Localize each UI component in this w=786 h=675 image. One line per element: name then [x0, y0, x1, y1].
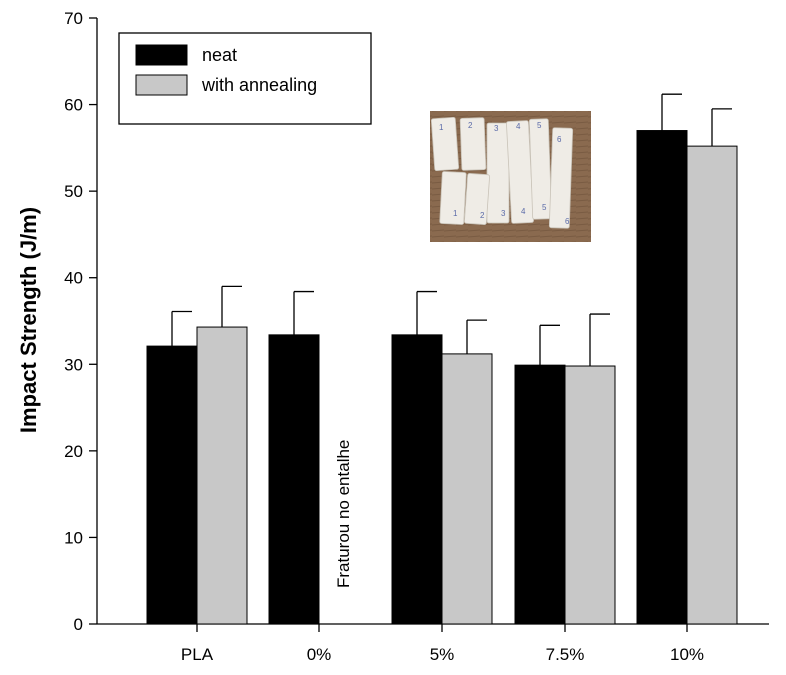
x-tick-label: 10% — [670, 645, 704, 664]
specimen-bar — [528, 118, 553, 220]
bar-neat-2 — [391, 334, 443, 625]
bar-neat-0 — [146, 345, 198, 625]
y-tick-label: 40 — [64, 269, 83, 288]
bar-neat-1 — [268, 334, 320, 625]
legend-label-annealing: with annealing — [201, 75, 317, 95]
specimen-label: 5 — [542, 203, 547, 212]
bar-neat-4 — [636, 130, 688, 625]
error-bars — [171, 93, 732, 367]
bar-annealing-2 — [441, 353, 493, 625]
specimen-bar — [464, 173, 490, 225]
inset-specimen-photo: 1 2 3 4 5 6 1 2 3 4 5 6 — [430, 111, 591, 242]
specimen-label: 4 — [521, 207, 526, 216]
fracture-annotation: Fraturou no entalhe — [334, 440, 353, 588]
specimen-label: 4 — [516, 122, 521, 131]
y-tick-label: 50 — [64, 182, 83, 201]
specimen-bar — [430, 116, 460, 172]
legend-label-neat: neat — [202, 45, 237, 65]
x-tick-label: 5% — [430, 645, 455, 664]
tick-labels: 0 10 20 30 40 50 60 70 PLA 0% 5% 7.5% 10% — [64, 9, 704, 664]
specimen-label: 3 — [501, 209, 506, 218]
specimens: 1 2 3 4 5 6 1 2 3 4 5 6 — [430, 116, 574, 229]
specimen-bar — [486, 122, 510, 224]
y-tick-label: 0 — [74, 615, 83, 634]
x-tick-label: 7.5% — [546, 645, 585, 664]
specimen-label: 1 — [453, 209, 458, 218]
y-tick-label: 20 — [64, 442, 83, 461]
bar-annealing-4 — [686, 145, 738, 625]
specimen-label: 1 — [439, 123, 444, 132]
specimen-label: 6 — [557, 135, 562, 144]
bars — [146, 130, 738, 625]
specimen-label: 2 — [480, 211, 485, 220]
specimen-label: 5 — [537, 121, 542, 130]
y-tick-label: 10 — [64, 528, 83, 547]
legend-swatch-annealing — [135, 74, 188, 96]
specimen-bar — [439, 171, 467, 225]
specimen-label: 2 — [468, 121, 473, 130]
y-tick-label: 70 — [64, 9, 83, 28]
specimen-bar — [459, 117, 487, 171]
specimen-label: 6 — [565, 217, 570, 226]
x-tick-label: 0% — [307, 645, 332, 664]
y-tick-label: 30 — [64, 355, 83, 374]
specimen-bar — [548, 127, 574, 229]
legend: neat with annealing — [118, 32, 372, 125]
specimen-label: 3 — [494, 124, 499, 133]
bar-annealing-0 — [196, 326, 248, 625]
y-tick-label: 60 — [64, 96, 83, 115]
x-tick-label: PLA — [181, 645, 214, 664]
bar-annealing-3 — [564, 365, 616, 625]
y-axis-label: Impact Strength (J/m) — [16, 207, 41, 433]
legend-swatch-neat — [135, 44, 188, 66]
bar-neat-3 — [514, 364, 566, 625]
